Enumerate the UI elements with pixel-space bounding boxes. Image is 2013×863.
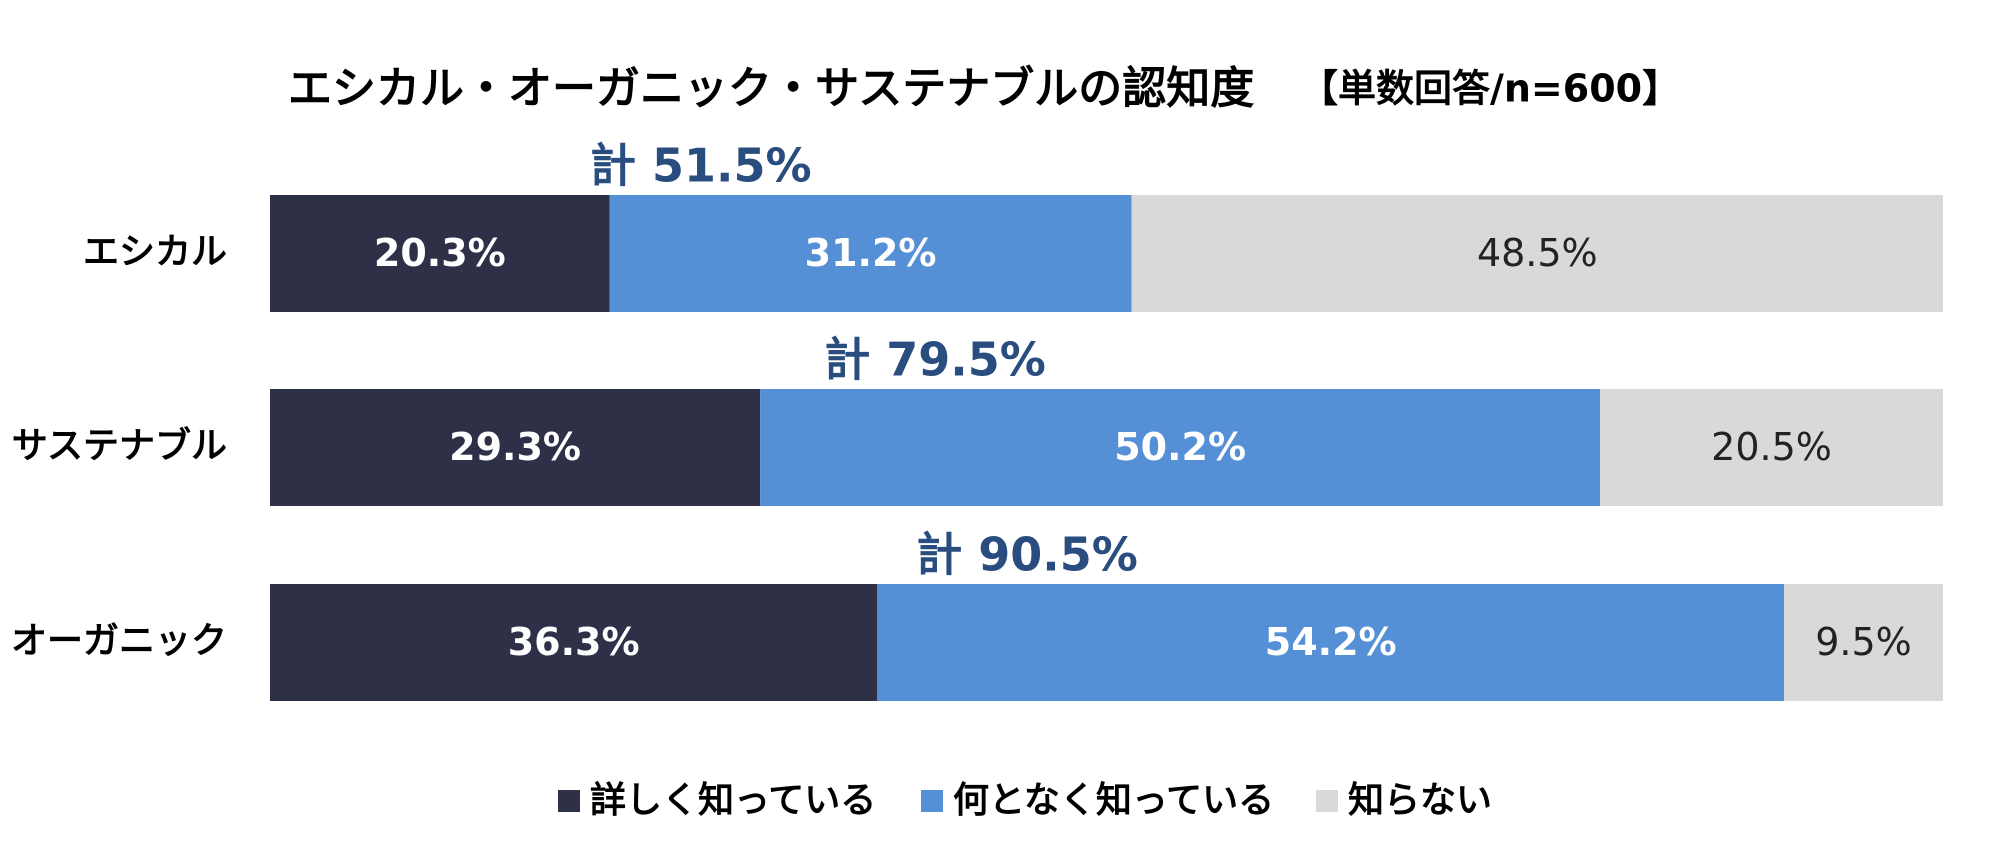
bar-segment [1784,584,1943,701]
category-label: サステナブル [12,425,227,467]
bar-segment [270,389,761,506]
value-label: 9.5% [1815,620,1912,664]
value-label: 54.2% [1265,620,1397,664]
bar-segment [877,584,1785,701]
value-label: 31.2% [805,231,937,275]
legend-label: 知らない [1348,780,1492,821]
bar-segment [1600,389,1943,506]
value-label: 20.3% [374,231,506,275]
legend-swatch [921,790,943,812]
total-label: 計 79.5% [824,333,1046,387]
value-label: 50.2% [1114,425,1246,469]
chart-title: エシカル・オーガニック・サステナブルの認知度 [288,63,1254,114]
value-label: 20.5% [1711,425,1832,469]
value-label: 48.5% [1477,231,1598,275]
value-label: 29.3% [449,425,581,469]
category-label: オーガニック [11,621,227,662]
legend-swatch [1316,790,1338,812]
legend-swatch [558,790,580,812]
bar-segment [1131,195,1943,312]
category-label: エシカル [83,232,227,273]
chart-subtitle: 【単数回答/n=600】 [1300,67,1680,111]
bar-segment [270,584,878,701]
legend-label: 何となく知っている [953,780,1274,821]
total-label: 計 90.5% [916,528,1138,582]
total-label: 計 51.5% [590,139,812,193]
bar-segment [609,195,1132,312]
value-label: 36.3% [508,620,640,664]
bar-segment [270,195,610,312]
bar-segment [760,389,1601,506]
legend-label: 詳しく知っている [590,780,876,821]
